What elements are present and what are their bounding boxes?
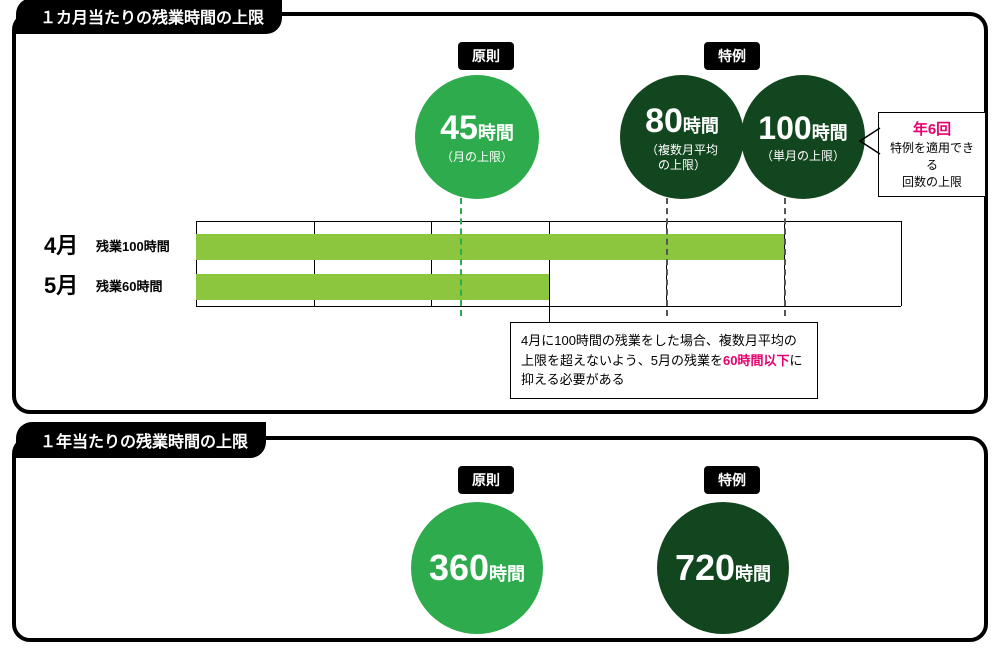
row-month-apr: 4月 <box>44 228 78 260</box>
circle-720-unit: 時間 <box>735 564 771 584</box>
tag-principle-yearly: 原則 <box>458 466 514 494</box>
callout-60h: 4月に100時間の残業をした場合、複数月平均の上限を超えないよう、5月の残業を6… <box>510 322 818 399</box>
chart-area <box>16 16 984 410</box>
tag-exception-yearly: 特例 <box>704 466 760 494</box>
axis-tick <box>901 221 902 306</box>
row-month-may: 5月 <box>44 268 78 300</box>
bar-4月 <box>196 234 784 260</box>
dash-80 <box>666 198 668 316</box>
panel-monthly: １カ月当たりの残業時間の上限 原則 特例 45時間 （月の上限） 80時間 （複… <box>12 12 988 414</box>
row-label-may: 残業60時間 <box>96 276 162 295</box>
circle-360-num: 360 <box>429 547 489 588</box>
circle-720: 720時間 <box>657 502 789 634</box>
connector-60h <box>549 300 550 322</box>
circle-360-unit: 時間 <box>489 564 525 584</box>
circle-720-num: 720 <box>675 547 735 588</box>
dash-45 <box>460 198 462 316</box>
row-label-apr: 残業100時間 <box>96 236 170 255</box>
panel-yearly: １年当たりの残業時間の上限 原則 特例 360時間 720時間 <box>12 436 988 642</box>
bar-5月 <box>196 274 549 300</box>
panel-yearly-title: １年当たりの残業時間の上限 <box>16 422 266 458</box>
circle-360: 360時間 <box>411 502 543 634</box>
callout-60h-hl: 60時間以下 <box>723 353 789 368</box>
dash-100 <box>784 198 786 316</box>
